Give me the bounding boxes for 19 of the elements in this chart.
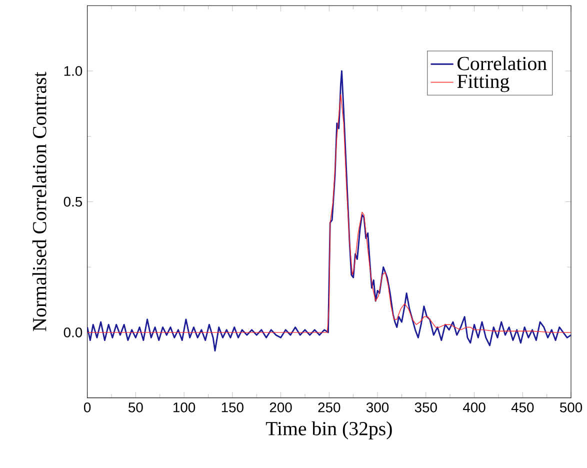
x-tick-label: 150 xyxy=(222,402,244,412)
legend-label: Fitting xyxy=(457,74,510,92)
x-tick-label: 50 xyxy=(128,402,143,412)
x-tick-label: 250 xyxy=(318,402,340,412)
x-tick-label: 100 xyxy=(174,402,196,412)
x-tick-label: 350 xyxy=(414,402,437,412)
x-tick-label: 450 xyxy=(511,402,534,412)
x-tick-label: 0 xyxy=(84,402,91,412)
legend-label: Correlation xyxy=(458,56,547,70)
x-axis-title: Time bin (32ps) xyxy=(266,421,392,440)
x-tick-label: 500 xyxy=(560,402,582,412)
x-tick-label: 300 xyxy=(366,402,389,412)
y-tick-label: 0.0 xyxy=(64,327,82,338)
y-tick-label: 0.5 xyxy=(64,196,82,207)
y-tick-label: 1.0 xyxy=(64,66,82,76)
x-tick-label: 200 xyxy=(270,402,292,412)
y-axis-title: Normalised Correlation Contrast xyxy=(32,72,46,332)
x-tick-label: 400 xyxy=(462,402,486,412)
line-series xyxy=(87,70,572,352)
